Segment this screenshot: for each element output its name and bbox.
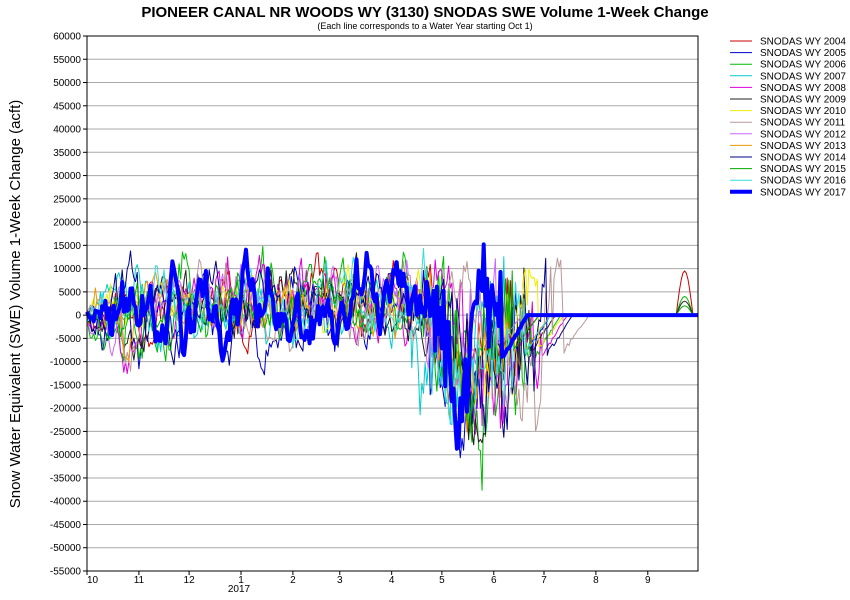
legend-label: SNODAS WY 2010	[760, 106, 846, 117]
y-tick-label: -5000	[55, 334, 81, 345]
x-tick-label: 6	[491, 575, 497, 586]
legend-label: SNODAS WY 2006	[760, 60, 846, 71]
y-tick-label: 10000	[53, 264, 81, 275]
x-tick-label: 8	[593, 575, 599, 586]
x-tick-label: 10	[87, 575, 99, 586]
y-tick-label: 40000	[53, 125, 81, 136]
y-tick-label: -45000	[50, 520, 82, 531]
y-tick-label: -50000	[50, 543, 82, 554]
x-tick-label: 1	[238, 575, 244, 586]
legend-item: SNODAS WY 2015	[730, 164, 846, 175]
legend-item: SNODAS WY 2012	[730, 129, 846, 140]
legend-item: SNODAS WY 2004	[730, 37, 846, 48]
y-tick-label: 50000	[53, 78, 81, 89]
y-tick-label: -40000	[50, 497, 82, 508]
legend-label: SNODAS WY 2008	[760, 83, 846, 94]
x-tick-label: 7	[541, 575, 547, 586]
y-axis: 6000055000500004500040000350003000025000…	[50, 32, 87, 578]
y-tick-label: 30000	[53, 171, 81, 182]
y-tick-label: -30000	[50, 450, 82, 461]
legend-item: SNODAS WY 2017	[730, 187, 846, 198]
y-tick-label: -55000	[50, 567, 82, 578]
y-tick-label: 0	[75, 311, 81, 322]
series-line	[85, 242, 699, 451]
x-tick-label: 9	[645, 575, 651, 586]
y-tick-label: -10000	[50, 357, 82, 368]
y-tick-label: 20000	[53, 218, 81, 229]
legend-item: SNODAS WY 2009	[730, 95, 846, 106]
legend-item: SNODAS WY 2010	[730, 106, 846, 117]
legend-item: SNODAS WY 2008	[730, 83, 846, 94]
legend-item: SNODAS WY 2014	[730, 153, 846, 164]
y-tick-label: -35000	[50, 473, 82, 484]
legend-label: SNODAS WY 2011	[760, 118, 846, 129]
series-layer	[85, 242, 699, 491]
x-axis: 10 11 12 1 2 3 4 5 6 7 8 9	[86, 571, 651, 586]
x-year-label: 2017	[228, 584, 251, 595]
legend-item: SNODAS WY 2013	[730, 141, 846, 152]
x-tick-label: 12	[184, 575, 196, 586]
legend-label: SNODAS WY 2013	[760, 141, 846, 152]
x-tick-label: 2	[290, 575, 296, 586]
x-tick-label: 11	[134, 575, 145, 586]
y-axis-label: Snow Water Equivalent (SWE) Volume 1-Wee…	[7, 100, 24, 509]
plot-frame	[86, 35, 699, 572]
legend-item: SNODAS WY 2006	[730, 60, 846, 71]
legend-label: SNODAS WY 2014	[760, 153, 846, 164]
y-tick-label: 35000	[53, 148, 81, 159]
legend-label: SNODAS WY 2015	[760, 164, 846, 175]
y-tick-label: 25000	[53, 194, 81, 205]
legend-label: SNODAS WY 2016	[760, 176, 846, 187]
chart-subtitle: (Each line corresponds to a Water Year s…	[317, 21, 532, 31]
y-tick-label: 45000	[53, 101, 81, 112]
legend-item: SNODAS WY 2007	[730, 71, 846, 82]
y-tick-label: 55000	[53, 55, 81, 66]
legend-label: SNODAS WY 2005	[760, 48, 846, 59]
legend-item: SNODAS WY 2011	[730, 118, 846, 129]
legend-label: SNODAS WY 2009	[760, 95, 846, 106]
y-tick-label: -25000	[50, 427, 82, 438]
x-tick-label: 5	[439, 575, 445, 586]
y-tick-label: -20000	[50, 404, 82, 415]
legend-label: SNODAS WY 2004	[760, 37, 846, 48]
x-tick-label: 3	[337, 575, 343, 586]
legend-label: SNODAS WY 2012	[760, 129, 846, 140]
legend-label: SNODAS WY 2017	[760, 187, 846, 198]
y-tick-label: 60000	[53, 32, 81, 43]
y-tick-label: 15000	[53, 241, 81, 252]
chart-title: PIONEER CANAL NR WOODS WY (3130) SNODAS …	[141, 4, 708, 21]
legend-item: SNODAS WY 2016	[730, 176, 846, 187]
y-tick-label: -15000	[50, 380, 82, 391]
y-tick-label: 5000	[59, 287, 82, 298]
legend-item: SNODAS WY 2005	[730, 48, 846, 59]
x-tick-label: 4	[389, 575, 395, 586]
legend-label: SNODAS WY 2007	[760, 71, 846, 82]
